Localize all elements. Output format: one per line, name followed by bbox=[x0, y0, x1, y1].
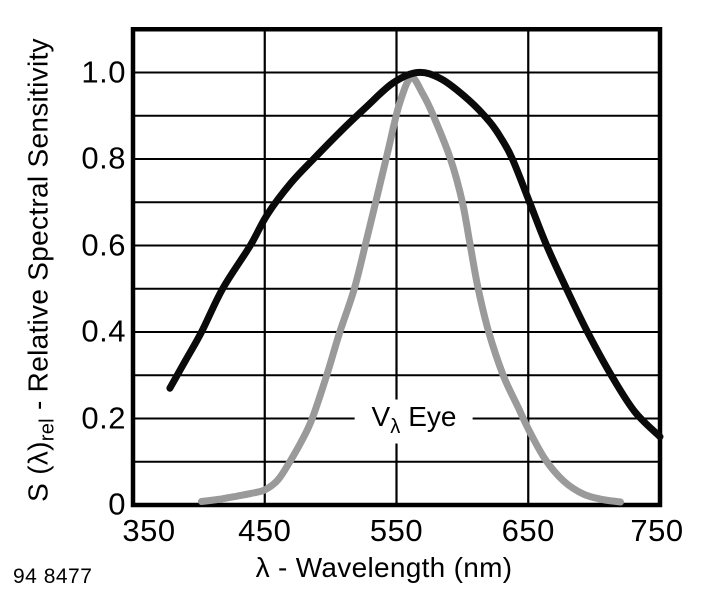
y-tick-label: 0.6 bbox=[81, 226, 126, 262]
series-curve bbox=[198, 74, 624, 506]
eye-annotation-rest: Eye bbox=[408, 401, 457, 432]
series-curve bbox=[166, 68, 664, 441]
x-tick-label: 650 bbox=[501, 513, 555, 548]
y-tick-label: 0 bbox=[108, 486, 126, 522]
y-tick-label: 1.0 bbox=[81, 53, 126, 89]
x-axis-label: λ - Wavelength (nm) bbox=[255, 552, 513, 583]
eye-annotation-main: V bbox=[371, 401, 391, 432]
y-tick-label: 0.4 bbox=[81, 313, 126, 349]
x-tick-label: 750 bbox=[630, 513, 684, 548]
plot-frame bbox=[130, 27, 663, 508]
x-tick-label: 450 bbox=[238, 513, 292, 548]
y-tick-label: 0.2 bbox=[81, 399, 126, 435]
eye-annotation-lambda-subscript: λ bbox=[390, 416, 401, 438]
x-tick-label: 550 bbox=[369, 513, 424, 548]
y-tick-label: 0.8 bbox=[81, 140, 126, 176]
x-tick-label: 350 bbox=[122, 513, 176, 548]
eye-curve-annotation: Vλ Eye bbox=[372, 401, 457, 439]
annotation-mask bbox=[354, 399, 473, 444]
figure-code: 94 8477 bbox=[13, 565, 93, 588]
